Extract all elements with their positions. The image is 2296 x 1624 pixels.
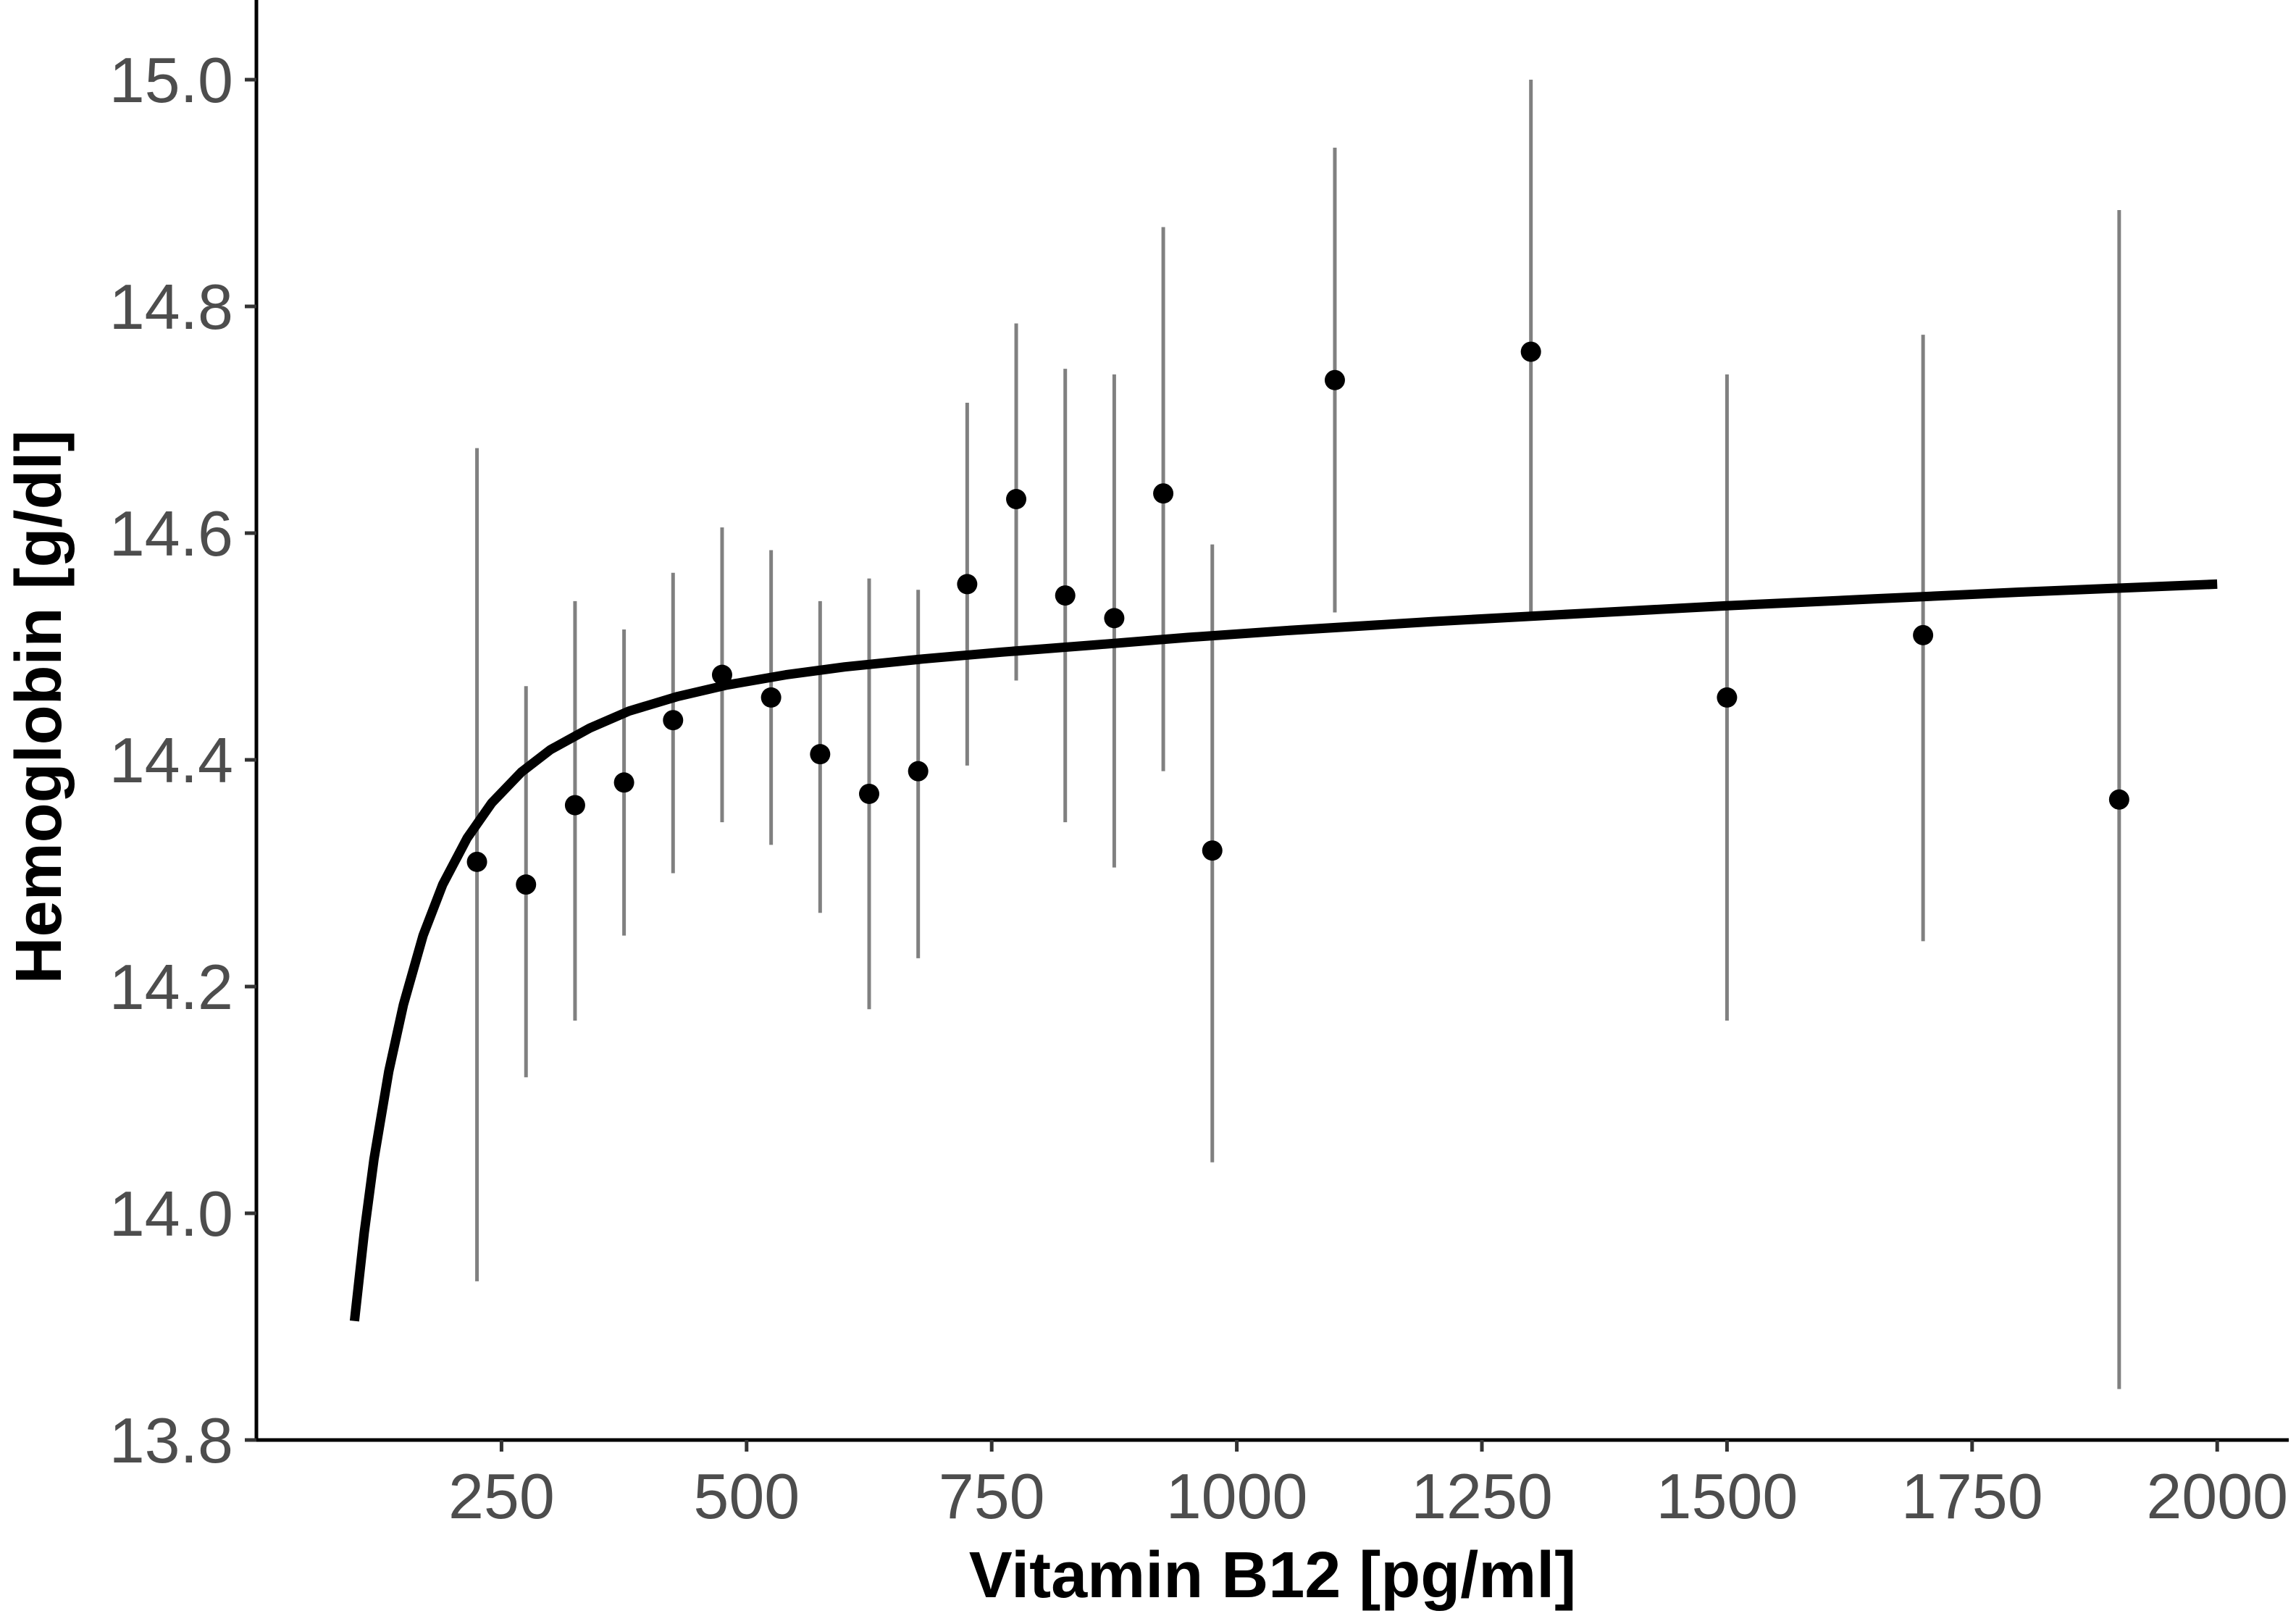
data-point [466, 851, 487, 872]
y-tick-label: 14.4 [109, 724, 233, 796]
data-point [1202, 840, 1223, 861]
y-tick-label: 14.8 [109, 271, 233, 343]
x-tick-label: 750 [939, 1460, 1045, 1532]
data-point [516, 874, 537, 895]
data-point [761, 687, 782, 708]
data-point [2108, 789, 2129, 810]
x-axis-title: Vitamin B12 [pg/ml] [969, 1539, 1576, 1612]
data-point [810, 744, 831, 765]
data-point [1006, 489, 1027, 510]
x-tick-label: 500 [693, 1460, 800, 1532]
data-point [1055, 585, 1076, 606]
data-point [711, 664, 732, 685]
data-point [859, 783, 879, 804]
data-point [908, 761, 929, 782]
x-axis-ticks: 250 500 750 1000 1250 1500 1750 2000 [448, 1440, 2288, 1532]
x-tick-label: 1500 [1656, 1460, 1798, 1532]
x-tick-label: 1750 [1901, 1460, 2043, 1532]
x-tick-label: 1000 [1166, 1460, 1308, 1532]
data-point [1913, 624, 1934, 645]
fitted-curve [349, 579, 2218, 1322]
y-tick-label: 14.6 [109, 498, 233, 569]
y-axis-title: Hemoglobin [g/dl] [3, 430, 75, 984]
plot-area [349, 80, 2218, 1389]
y-tick-label: 15.0 [109, 44, 233, 116]
data-point [1104, 608, 1125, 629]
data-point [663, 710, 684, 731]
x-tick-label: 2000 [2146, 1460, 2288, 1532]
data-point [1153, 483, 1174, 504]
data-point [957, 574, 978, 595]
x-tick-label: 1250 [1411, 1460, 1553, 1532]
data-point [613, 772, 634, 793]
x-tick-label: 250 [448, 1460, 555, 1532]
data-point [564, 795, 585, 816]
y-tick-label: 14.2 [109, 951, 233, 1023]
data-point [1717, 687, 1738, 708]
data-point [1324, 369, 1345, 390]
y-tick-label: 14.0 [109, 1178, 233, 1250]
y-axis-ticks: 13.8 14.0 14.2 14.4 14.6 14.8 15.0 [109, 44, 256, 1476]
data-point [1520, 341, 1541, 362]
y-tick-label: 13.8 [109, 1405, 233, 1476]
